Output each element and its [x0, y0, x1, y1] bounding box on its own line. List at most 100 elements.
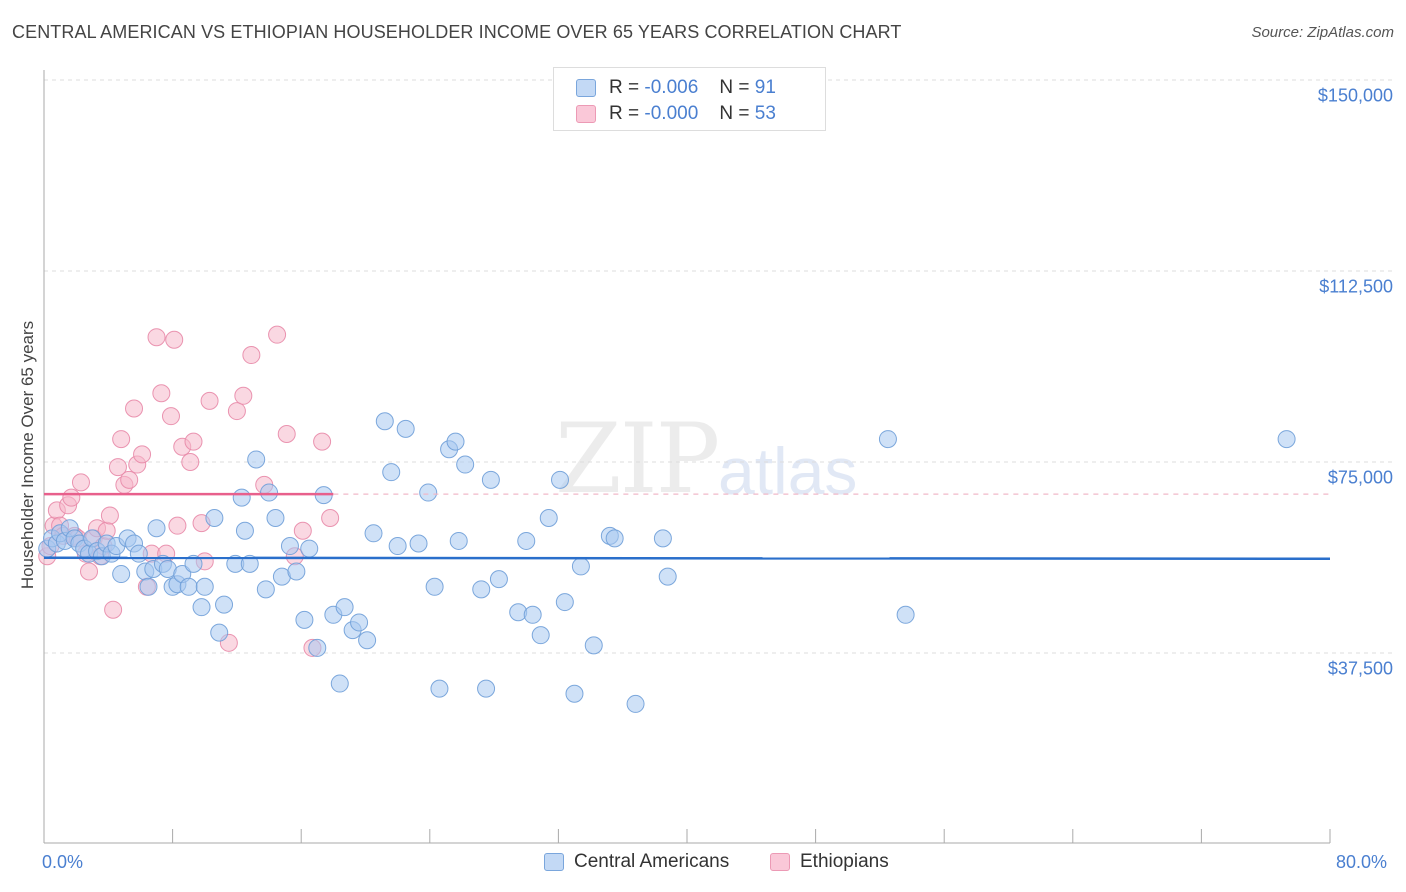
ethiopian-point: [321, 509, 340, 528]
x-tick-min: 0.0%: [42, 852, 84, 872]
central-american-point: [235, 521, 254, 540]
watermark-atlas: atlas: [718, 434, 858, 508]
central-american-point: [210, 623, 229, 642]
y-tick-label: $112,500: [1319, 276, 1393, 297]
central-american-point: [456, 455, 475, 474]
ethiopian-point: [112, 430, 131, 449]
central-american-point: [179, 577, 198, 596]
ethiopian-point: [108, 458, 127, 477]
ethiopian-point: [268, 325, 287, 344]
ethiopian-point: [293, 521, 312, 540]
n-label: N =: [719, 103, 750, 124]
central-american-point: [658, 567, 677, 586]
ethiopian-point: [161, 407, 180, 426]
central-american-point: [523, 605, 542, 624]
legend-item-central-americans[interactable]: Central Americans: [544, 851, 729, 873]
watermark-zip: ZIP: [555, 403, 720, 515]
central-american-point: [215, 595, 234, 614]
central-american-point: [280, 537, 299, 556]
r-label: R =: [609, 103, 640, 124]
central-american-point: [396, 419, 415, 438]
central-american-point: [584, 636, 603, 655]
ethiopian-point: [277, 424, 296, 443]
y-tick-label: $150,000: [1317, 85, 1393, 106]
central-american-point: [375, 412, 394, 431]
ethiopian-point: [184, 432, 203, 451]
central-american-point: [449, 531, 468, 550]
legend-label: Ethiopians: [800, 851, 889, 872]
n-value: 91: [754, 77, 776, 98]
ethiopian-point: [104, 600, 123, 619]
pink-swatch: [576, 105, 596, 123]
n-value: 53: [754, 103, 776, 124]
central-american-point: [539, 509, 558, 528]
central-american-point: [240, 554, 259, 573]
ethiopian-point: [181, 453, 200, 471]
r-value: -0.000: [644, 103, 699, 124]
ethiopian-point: [168, 516, 187, 535]
legend-label: Central Americans: [574, 851, 730, 872]
central-american-point: [565, 684, 584, 703]
central-american-point: [489, 570, 508, 589]
central-american-point: [1277, 430, 1296, 449]
central-american-point: [205, 509, 224, 528]
blue-swatch: [576, 79, 596, 97]
central-american-point: [129, 544, 148, 563]
central-american-point: [419, 483, 438, 502]
trend-lines: [43, 492, 1331, 561]
ethiopian-point: [100, 506, 119, 525]
central-american-point: [409, 534, 428, 553]
y-tick-label: $37,500: [1327, 658, 1393, 679]
central-american-point: [139, 577, 158, 596]
central-american-point: [364, 524, 383, 543]
central-american-point: [260, 483, 279, 502]
axes: [43, 70, 1331, 844]
central-american-point: [446, 432, 465, 451]
ethiopian-point: [234, 386, 253, 405]
blue-swatch: [544, 853, 564, 871]
central-american-point: [531, 626, 550, 645]
pink-swatch: [770, 853, 790, 871]
ethiopian-point: [200, 391, 219, 410]
central-american-point: [555, 593, 574, 612]
central-american-point: [425, 577, 444, 596]
central-americans-trend-line: [43, 556, 1331, 561]
central-american-point: [517, 531, 536, 550]
n-label: N =: [719, 77, 750, 98]
ethiopian-point: [125, 399, 144, 418]
central-american-point: [481, 470, 500, 489]
central-american-point: [295, 610, 314, 629]
ethiopian-point: [147, 328, 166, 347]
ethiopian-point: [120, 470, 139, 489]
central-american-point: [232, 488, 251, 507]
central-american-point: [896, 605, 915, 624]
central-american-point: [430, 679, 449, 698]
central-american-point: [266, 509, 285, 528]
y-tick-label: $75,000: [1327, 467, 1393, 488]
ethiopian-point: [242, 346, 261, 365]
central-american-point: [605, 529, 624, 548]
central-american-point: [247, 450, 266, 469]
ethiopian-point: [62, 488, 81, 507]
data-points: [38, 325, 1296, 713]
ethiopian-point: [227, 402, 246, 421]
x-tick-max: 80.0%: [1336, 852, 1388, 872]
central-american-point: [626, 694, 645, 713]
y-axis-label: Householder Income Over 65 years: [18, 320, 37, 590]
ethiopian-point: [133, 445, 152, 464]
r-value: -0.006: [644, 77, 699, 98]
central-american-point: [350, 613, 369, 632]
central-american-point: [195, 577, 214, 596]
central-american-point: [256, 580, 275, 599]
ethiopian-point: [80, 562, 99, 581]
source-label: Source: ZipAtlas.com: [1251, 24, 1394, 41]
central-american-point: [472, 580, 491, 599]
ethiopian-point: [71, 473, 90, 492]
central-american-point: [308, 638, 327, 657]
legend-item-ethiopians[interactable]: Ethiopians: [770, 851, 889, 873]
central-american-point: [551, 470, 570, 489]
correlation-legend: R = -0.006 N = 91 R = -0.000 N = 53: [553, 67, 826, 131]
ethiopian-point: [152, 384, 171, 403]
chart-title: CENTRAL AMERICAN VS ETHIOPIAN HOUSEHOLDE…: [12, 22, 902, 42]
central-american-point: [571, 557, 590, 576]
